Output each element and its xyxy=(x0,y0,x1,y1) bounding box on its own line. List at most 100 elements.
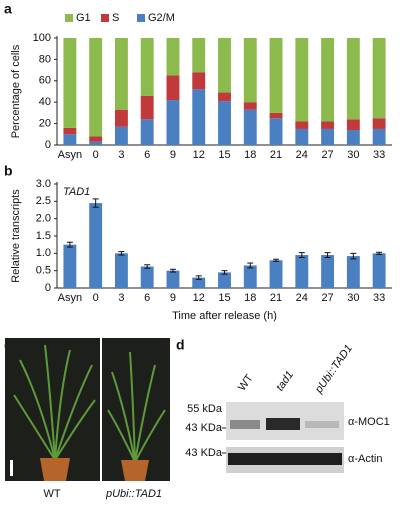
x-tick-label: 6 xyxy=(144,149,150,161)
bar xyxy=(243,265,257,288)
x-tick-label: 0 xyxy=(93,149,99,161)
bar-segment xyxy=(295,128,309,145)
bar xyxy=(89,203,103,288)
bar-segment xyxy=(372,128,386,145)
bar-segment xyxy=(63,127,77,135)
bar-segment xyxy=(89,136,103,142)
marker-label: 55 kDa xyxy=(187,403,223,415)
bar-segment xyxy=(295,38,309,122)
plant-photo xyxy=(5,338,170,481)
bar xyxy=(114,253,128,288)
bar xyxy=(295,255,309,288)
x-tick-label: 21 xyxy=(270,149,282,161)
bar-segment xyxy=(63,134,77,145)
bar-segment xyxy=(243,38,257,103)
bar xyxy=(321,255,335,288)
y-tick-label: 40 xyxy=(39,96,51,108)
bar xyxy=(218,272,231,288)
legend-label: G1 xyxy=(76,12,91,24)
x-tick-label: 9 xyxy=(170,292,176,304)
antibody-label: α-MOC1 xyxy=(348,416,390,428)
x-tick-label: 6 xyxy=(144,292,150,304)
bar-segment xyxy=(166,75,180,101)
bar-segment xyxy=(166,38,180,76)
x-tick-label: 18 xyxy=(244,149,256,161)
western-blot xyxy=(226,402,344,473)
bar-segment xyxy=(218,38,231,93)
photo-label: pUbi::TAD1 xyxy=(105,488,162,500)
x-tick-label: 0 xyxy=(93,292,99,304)
x-tick-label: 15 xyxy=(218,149,230,161)
y-tick-label: 0.5 xyxy=(36,265,51,277)
bar-segment xyxy=(166,100,180,145)
bar-segment xyxy=(321,121,335,129)
x-tick-label: 3 xyxy=(118,149,124,161)
bar xyxy=(372,253,386,288)
bar-segment xyxy=(346,130,360,145)
bar-segment xyxy=(372,118,386,129)
y-tick-label: 2.0 xyxy=(36,213,51,225)
bar-segment xyxy=(192,89,206,145)
x-tick-label: Asyn xyxy=(58,149,82,161)
x-tick-label: Asyn xyxy=(58,292,82,304)
photo-label: WT xyxy=(43,488,60,500)
x-tick-label: 33 xyxy=(373,292,385,304)
bar-segment xyxy=(114,126,128,145)
y-axis-title: Relative transcripts xyxy=(10,189,22,283)
legend-swatch xyxy=(65,14,73,22)
x-tick-label: 9 xyxy=(170,149,176,161)
x-tick-label: 21 xyxy=(270,292,282,304)
y-tick-label: 0 xyxy=(45,282,51,294)
bar-segment xyxy=(114,109,128,127)
x-tick-label: 3 xyxy=(118,292,124,304)
x-tick-label: 27 xyxy=(321,292,333,304)
bar-segment xyxy=(192,72,206,90)
x-tick-label: 30 xyxy=(347,149,359,161)
x-tick-label: 30 xyxy=(347,292,359,304)
y-tick-label: 100 xyxy=(33,32,51,44)
legend-label: G2/M xyxy=(148,12,175,24)
x-tick-label: 24 xyxy=(296,292,308,304)
x-tick-label: 27 xyxy=(321,149,333,161)
x-tick-label: 15 xyxy=(218,292,230,304)
bar-segment xyxy=(295,121,309,129)
panel-label: a xyxy=(4,1,12,17)
marker-label: 43 KDa xyxy=(185,447,223,459)
bar-segment xyxy=(114,38,128,110)
bar-segment xyxy=(372,38,386,119)
bar xyxy=(346,256,360,288)
bar-segment xyxy=(140,119,154,145)
bar-segment xyxy=(63,38,77,128)
y-tick-label: 20 xyxy=(39,118,51,130)
y-tick-label: 80 xyxy=(39,53,51,65)
annotation: TAD1 xyxy=(63,186,90,198)
y-tick-label: 1.5 xyxy=(36,230,51,242)
bar-segment xyxy=(218,92,231,102)
bar-segment xyxy=(89,38,103,137)
bar-segment xyxy=(243,102,257,110)
legend-swatch xyxy=(137,14,145,22)
bar-segment xyxy=(269,118,283,145)
legend-label: S xyxy=(112,12,119,24)
y-tick-label: 0 xyxy=(45,139,51,151)
x-tick-label: 12 xyxy=(193,149,205,161)
bar-segment xyxy=(346,38,360,120)
bar-segment xyxy=(140,95,154,120)
panel-label: d xyxy=(176,337,185,353)
lane-label: pUbi::TAD1 xyxy=(312,343,355,397)
bar xyxy=(140,266,154,288)
bar-segment xyxy=(346,119,360,131)
y-tick-label: 60 xyxy=(39,75,51,87)
bar-segment xyxy=(321,128,335,145)
bar-segment xyxy=(192,38,206,73)
bar xyxy=(166,270,180,288)
marker-label: 43 KDa xyxy=(185,422,223,434)
bar-segment xyxy=(269,112,283,119)
legend-swatch xyxy=(101,14,109,22)
lane-label: WT xyxy=(236,372,256,393)
bar xyxy=(192,277,206,288)
antibody-label: α-Actin xyxy=(348,453,382,465)
bar-segment xyxy=(140,38,154,96)
y-axis-title: Percentage of cells xyxy=(10,44,22,138)
bar xyxy=(63,244,77,288)
